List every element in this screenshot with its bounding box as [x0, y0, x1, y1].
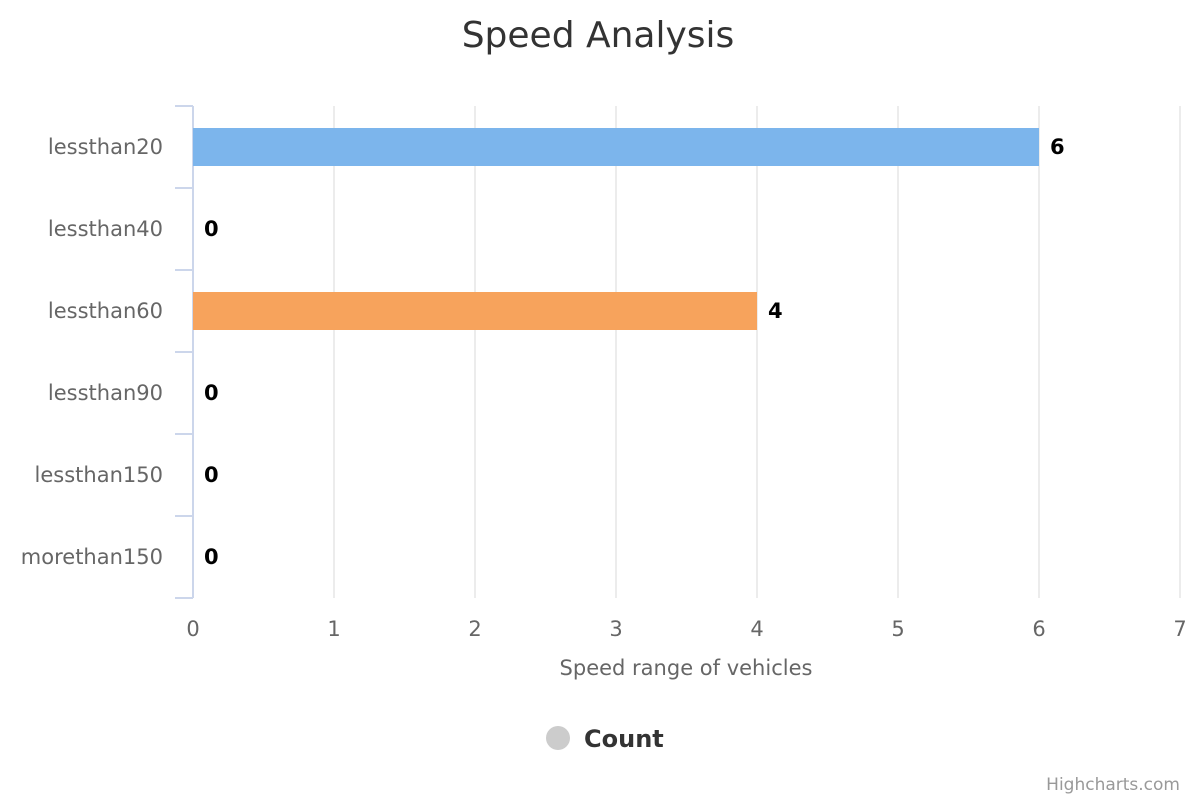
data-label: 0 — [204, 463, 219, 487]
data-label: 0 — [204, 545, 219, 569]
legend-item-count[interactable]: Count — [584, 725, 664, 753]
category-label: lessthan20 — [48, 135, 163, 159]
category-label: lessthan60 — [48, 299, 163, 323]
data-label: 0 — [204, 217, 219, 241]
value-tick-label: 7 — [1173, 617, 1186, 641]
grid-lines — [333, 106, 1181, 598]
value-tick-label: 1 — [327, 617, 340, 641]
value-tick-label: 5 — [891, 617, 904, 641]
data-label: 4 — [768, 299, 783, 323]
category-label: morethan150 — [21, 545, 163, 569]
credits-link[interactable]: Highcharts.com — [1046, 775, 1180, 795]
data-label: 6 — [1050, 135, 1065, 159]
value-tick-label: 6 — [1032, 617, 1045, 641]
value-axis-ticks: 0 1 2 3 4 5 6 7 — [186, 617, 1186, 641]
data-labels: 6 0 4 0 0 0 — [204, 135, 1065, 569]
category-label: lessthan40 — [48, 217, 163, 241]
legend[interactable]: Count — [546, 725, 664, 753]
value-tick-label: 3 — [609, 617, 622, 641]
bar[interactable] — [193, 128, 1039, 166]
value-tick-label: 4 — [750, 617, 763, 641]
category-label: lessthan90 — [48, 381, 163, 405]
category-label: lessthan150 — [35, 463, 163, 487]
value-tick-label: 2 — [468, 617, 481, 641]
value-axis-title: Speed range of vehicles — [560, 656, 813, 680]
value-tick-label: 0 — [186, 617, 199, 641]
category-axis: lessthan20 lessthan40 lessthan60 lessthan90… — [21, 105, 194, 599]
bar[interactable] — [193, 292, 757, 330]
chart-title: Speed Analysis — [462, 15, 735, 56]
legend-symbol — [546, 726, 570, 750]
data-label: 0 — [204, 381, 219, 405]
bars — [193, 128, 1039, 330]
